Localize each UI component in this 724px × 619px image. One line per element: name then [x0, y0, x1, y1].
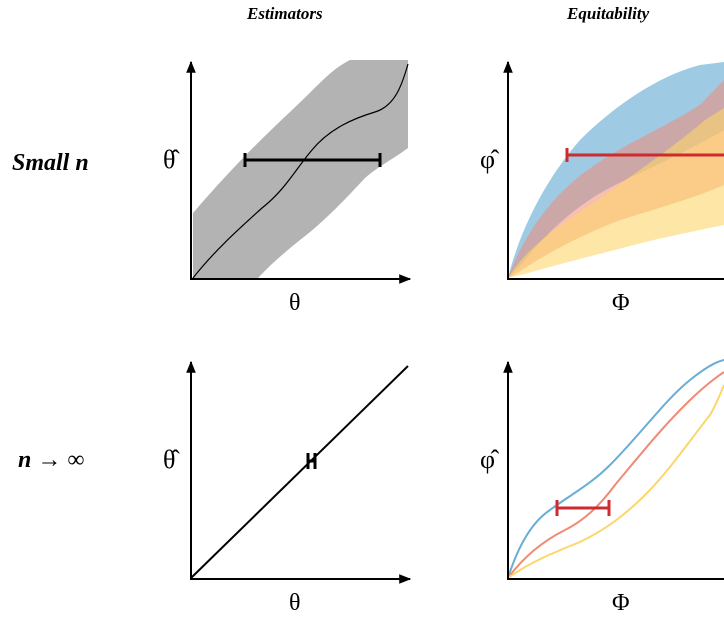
row-header-n: n [18, 447, 32, 473]
error-bar [555, 500, 611, 516]
yellow-curve [507, 384, 724, 579]
column-header-estimators: Estimators [247, 4, 323, 23]
axes [186, 60, 412, 284]
error-bar [565, 148, 724, 162]
error-bar [306, 453, 317, 469]
identity-line [190, 365, 409, 579]
row-header-n-to-infinity: n → ∞ [18, 447, 84, 474]
axes [186, 360, 412, 584]
right-arrow-icon: → [37, 447, 62, 473]
panel-equitability-large-n [503, 359, 724, 580]
gray-confidence-band [193, 60, 408, 278]
panel-equitability-small-n [503, 60, 724, 280]
panel-estimators-small-n [186, 60, 412, 284]
x-label-theta-top: θ [289, 290, 301, 316]
x-label-theta-bottom: θ [289, 590, 301, 616]
y-label-theta-hat-top: θ̂ [163, 145, 176, 174]
y-label-theta-hat-bottom: θ̂ [163, 445, 176, 474]
y-label-phi-hat-bottom: φ̂ [480, 445, 496, 474]
x-label-phi-bottom: Φ [612, 590, 630, 616]
y-label-phi-hat-top: φ̂ [480, 145, 496, 174]
yellow-band [508, 108, 724, 278]
row-header-small-n: Small n [12, 150, 89, 176]
x-label-phi-top: Φ [612, 290, 630, 316]
axes [503, 360, 724, 580]
error-bar [243, 153, 382, 167]
salmon-curve [507, 371, 724, 579]
column-header-equitability: Equitability [567, 4, 650, 23]
blue-curve [507, 359, 724, 579]
panel-estimators-large-n [186, 360, 412, 584]
axes [503, 60, 724, 280]
estimator-curve [192, 63, 409, 279]
infinity-symbol: ∞ [67, 447, 85, 473]
